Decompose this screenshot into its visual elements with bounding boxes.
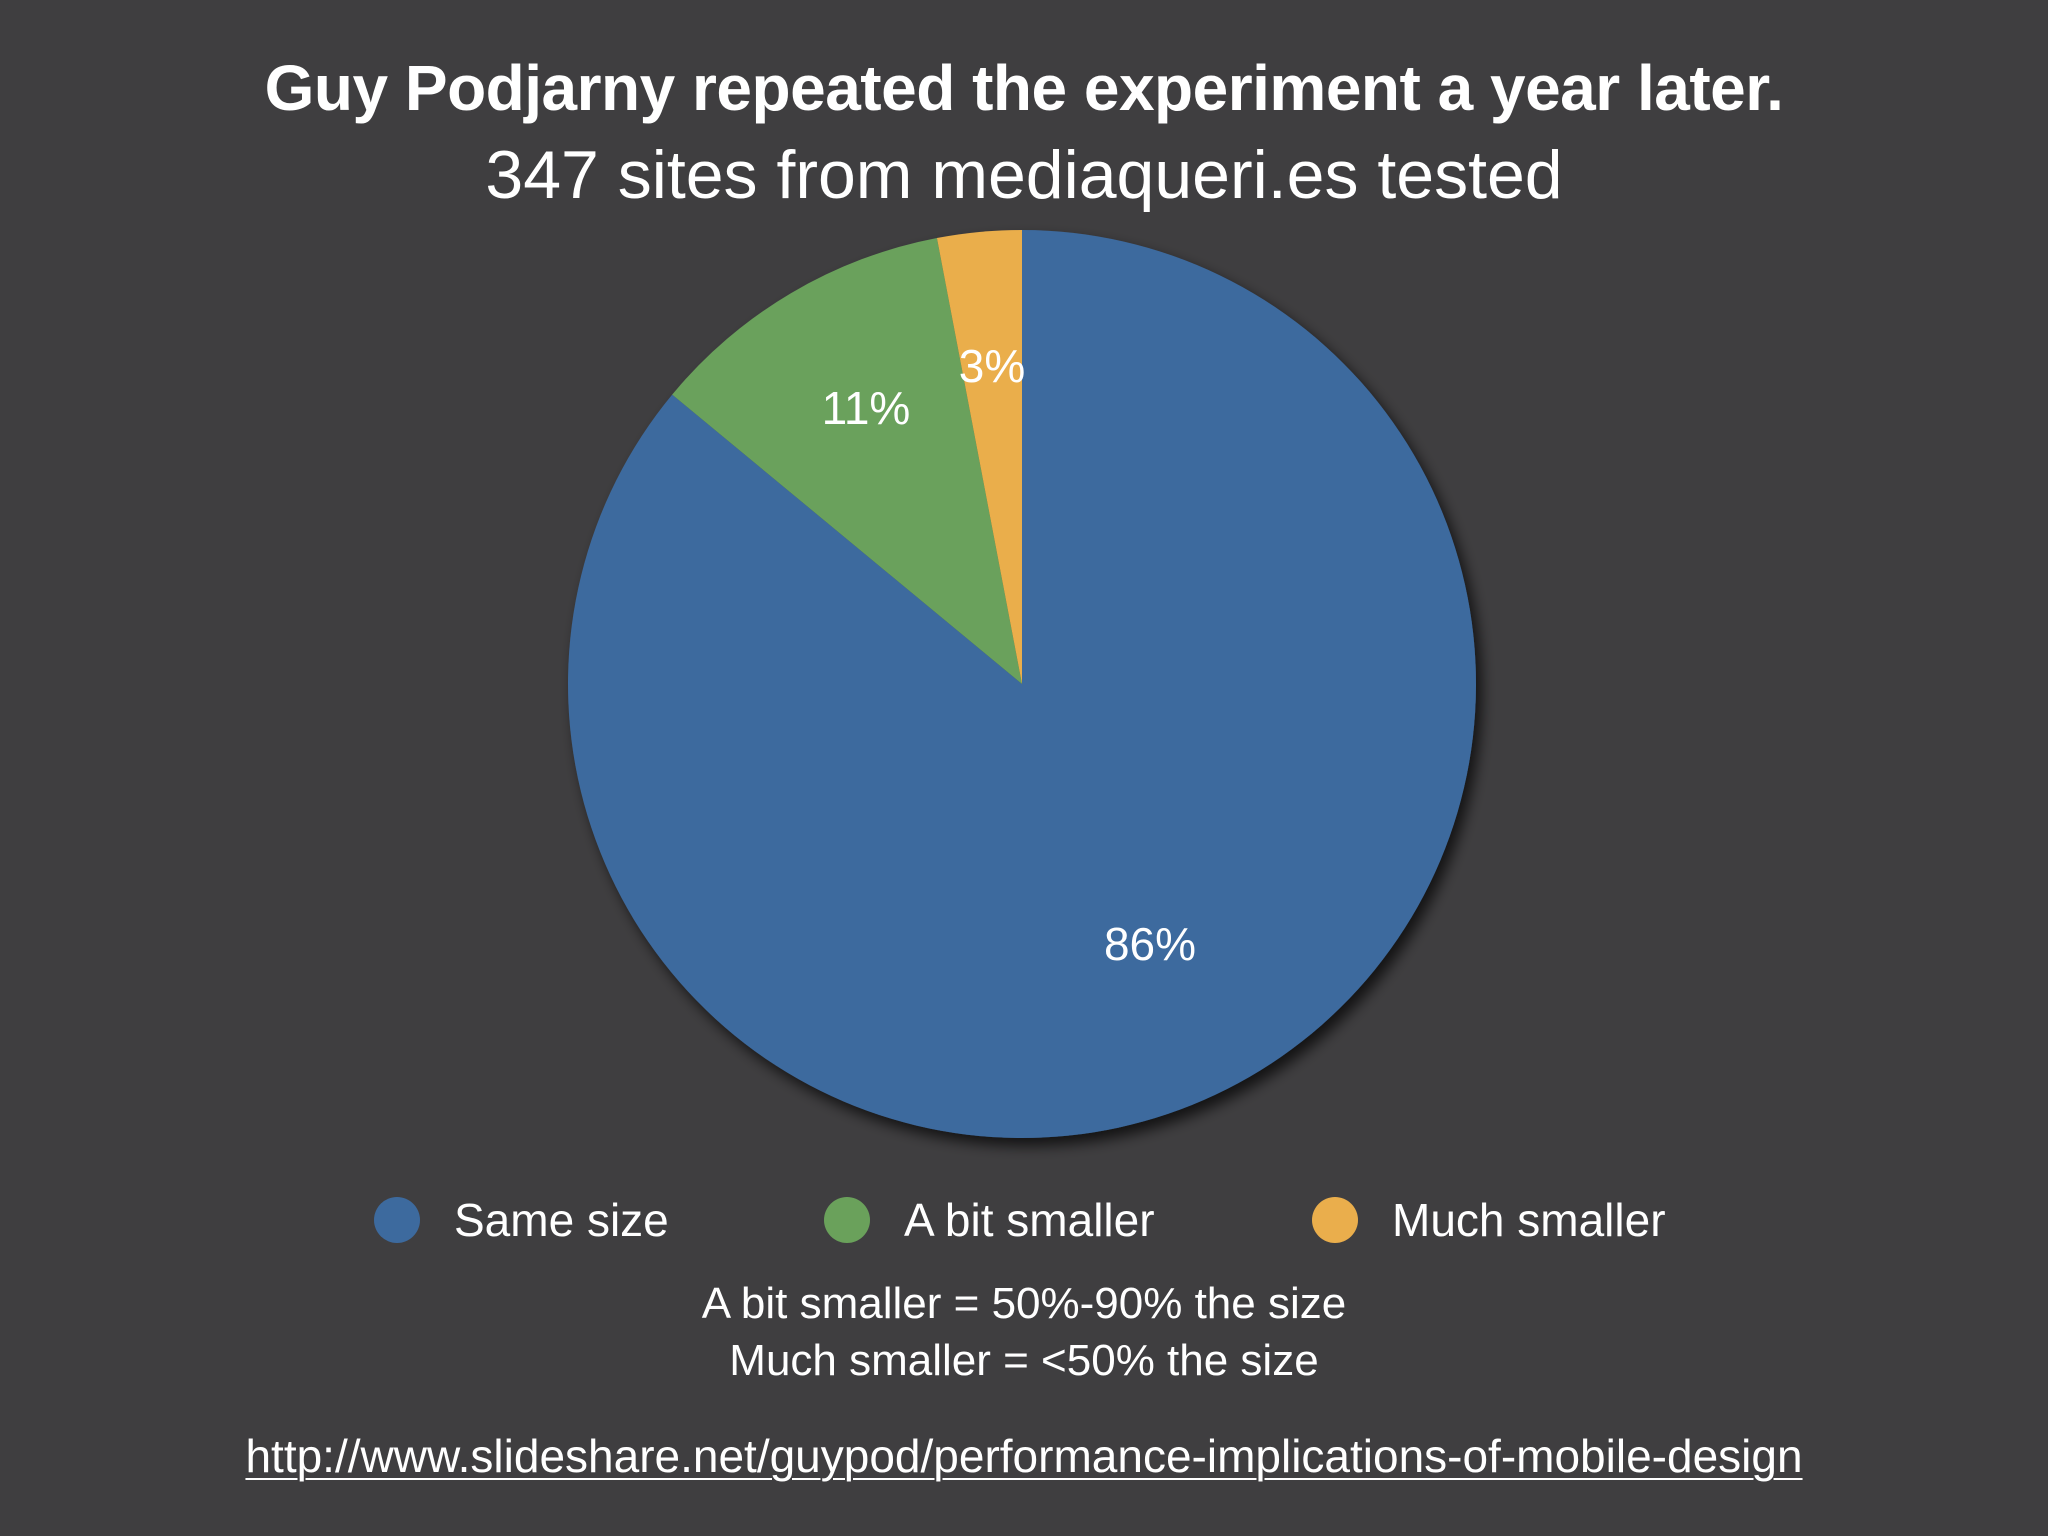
slide-subtitle: 347 sites from mediaqueri.es tested <box>485 137 1563 213</box>
pie-label-same-size: 86% <box>1104 918 1196 970</box>
legend-item-same-size: Same size <box>374 1190 669 1250</box>
pie-slice-a-bit-smaller <box>672 238 1022 684</box>
pie-slice-labels: 86% 11% 3% <box>822 340 1196 970</box>
chart-legend: Same size A bit smaller Much smaller <box>0 1190 2048 1250</box>
legend-swatch-much-smaller <box>1312 1197 1358 1243</box>
pie-label-much-smaller: 3% <box>959 340 1025 392</box>
source-link[interactable]: http://www.slideshare.net/guypod/perform… <box>245 1430 1803 1482</box>
legend-label-much-smaller: Much smaller <box>1392 1194 1666 1246</box>
definition-note-bit-smaller: A bit smaller = 50%-90% the size <box>701 1279 1347 1328</box>
pie-slice-much-smaller <box>936 230 1022 684</box>
pie-slices <box>567 230 1476 1138</box>
definition-note-much-smaller: Much smaller = <50% the size <box>729 1336 1319 1385</box>
legend-swatch-a-bit-smaller <box>824 1197 870 1243</box>
pie-label-a-bit-smaller: 11% <box>822 382 911 434</box>
legend-swatch-same-size <box>374 1197 420 1243</box>
pie-chart: 86% 11% 3% <box>567 230 1476 1138</box>
legend-item-a-bit-smaller: A bit smaller <box>824 1190 1155 1250</box>
source-link-row: http://www.slideshare.net/guypod/perform… <box>0 1426 2048 1486</box>
legend-item-much-smaller: Much smaller <box>1312 1190 1666 1250</box>
legend-label-same-size: Same size <box>454 1194 669 1246</box>
slide-title: Guy Podjarny repeated the experiment a y… <box>264 52 1784 124</box>
pie-slice-same-size <box>567 230 1476 1138</box>
legend-label-a-bit-smaller: A bit smaller <box>904 1194 1155 1246</box>
